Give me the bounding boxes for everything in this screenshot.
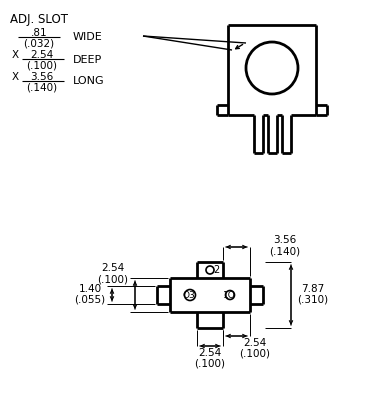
Circle shape <box>206 266 214 274</box>
Circle shape <box>226 290 235 300</box>
Text: LONG: LONG <box>73 76 105 86</box>
Text: 2: 2 <box>213 265 219 275</box>
Text: (.100): (.100) <box>240 349 270 359</box>
Text: ADJ. SLOT: ADJ. SLOT <box>10 13 68 26</box>
Text: 3.56: 3.56 <box>273 235 297 245</box>
Text: X: X <box>12 50 19 60</box>
Text: (.100): (.100) <box>97 274 129 284</box>
Circle shape <box>246 42 298 94</box>
Text: 1O: 1O <box>223 290 235 300</box>
Text: (.100): (.100) <box>26 60 58 70</box>
Text: DEEP: DEEP <box>73 55 102 65</box>
Text: 2.54: 2.54 <box>30 50 54 60</box>
Text: (.140): (.140) <box>26 82 58 92</box>
Text: 1.40: 1.40 <box>79 284 102 294</box>
Text: 2.54: 2.54 <box>243 338 267 348</box>
Text: (.055): (.055) <box>74 295 106 305</box>
Circle shape <box>185 290 196 300</box>
Text: 2.54: 2.54 <box>102 263 124 273</box>
Text: (.140): (.140) <box>270 246 300 256</box>
Text: .81: .81 <box>31 28 47 38</box>
Text: X: X <box>12 72 19 82</box>
Text: O3: O3 <box>183 290 196 300</box>
Text: (.100): (.100) <box>194 359 226 369</box>
Text: 2.54: 2.54 <box>199 348 221 358</box>
Text: 7.87: 7.87 <box>302 284 324 294</box>
Text: 3.56: 3.56 <box>30 72 54 82</box>
Text: (.310): (.310) <box>297 295 329 305</box>
Text: (.032): (.032) <box>23 38 55 48</box>
Text: WIDE: WIDE <box>73 32 103 42</box>
